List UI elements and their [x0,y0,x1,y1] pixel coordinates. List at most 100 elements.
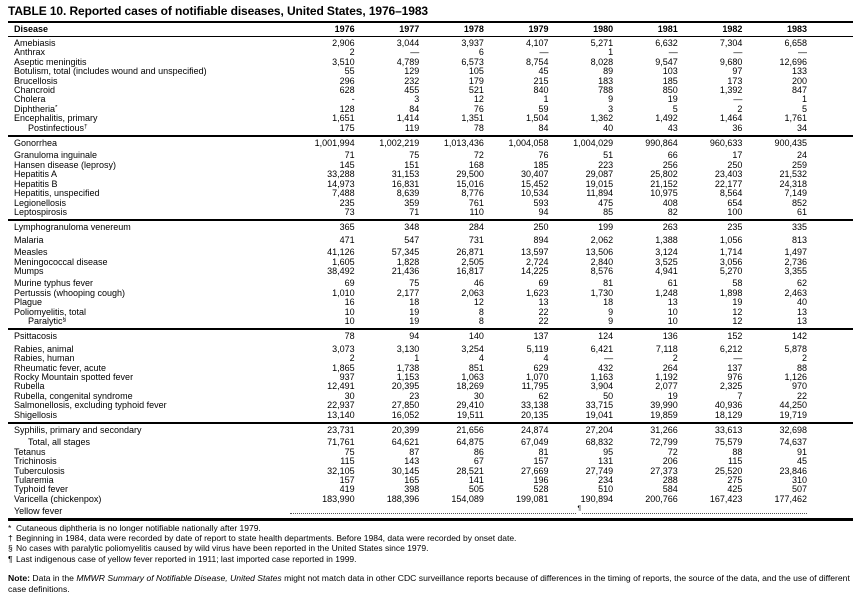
footnote: § No cases with paralytic poliomyelitis … [8,543,853,553]
case-count: 8,776 [461,188,484,199]
case-count: 2,177 [396,287,420,298]
table-row: Plague 16 18 12 13 18 13 19 40 [8,297,853,307]
case-count: 9,547 [655,56,678,67]
case-count: 10 [667,306,678,317]
case-count: 152 [727,331,743,342]
footnote-text: Beginning in 1984, data were recorded by… [16,533,517,544]
case-count: 788 [598,85,614,96]
case-count: 55 [344,66,355,77]
case-count: 528 [533,484,549,495]
disease-name: Shigellosis [14,410,58,420]
case-count: 140 [468,331,484,342]
case-count: 2 [737,103,743,114]
case-count: 71 [344,150,355,161]
case-count: 629 [533,362,549,373]
case-count: 505 [468,484,484,495]
case-count: 129 [404,66,420,77]
table-row: Hepatitis A 33,288 31,153 29,500 30,407 29,08… [8,169,853,180]
case-count: 115 [340,456,355,467]
case-count: 168 [468,159,484,170]
case-count: 288 [662,475,678,486]
case-count: 1,004,058 [508,138,549,149]
table-row: Encephalitis, primary 1,651 1,414 1,351 1,50… [8,113,853,124]
case-count: 200,766 [645,493,678,504]
footnote-mark: ¶ [8,553,13,564]
case-count: 250 [533,222,549,233]
disease-name: Postinfectious† [28,123,88,133]
table-row: Shigellosis 13,140 16,052 19,511 20,135 19,04… [8,409,853,420]
case-count: 12,491 [327,381,355,392]
case-count: 937 [339,372,355,382]
case-count: 24,318 [779,178,807,189]
footnote-marker: † [84,123,88,130]
case-count: 419 [339,484,355,495]
table-body: Amebiasis 2,906 3,044 3,937 4,107 5,271 6,632 7… [8,37,853,522]
case-count: 850 [662,85,678,96]
case-count: 43 [667,122,678,133]
case-count: 21,656 [456,425,484,436]
case-count: 1,865 [332,362,355,373]
table-row: Anthrax 2 — 6 — 1 — — — [8,47,853,57]
disease-name: Aseptic meningitis [14,57,87,67]
case-count: 2,840 [590,256,614,267]
note-text-italic: MMWR Summary of Notifiable Disease, Unit… [76,572,282,583]
note-label: Note: [8,572,30,583]
case-count: 199,081 [515,493,549,504]
disease-name: Poliomyelitis, total [14,307,87,317]
footnote-marker: * [55,104,58,111]
case-count: 6,658 [784,38,807,48]
case-count: 8,028 [590,56,614,67]
case-count: 4 [543,353,549,364]
case-count: 124 [598,331,614,342]
case-count: 22,937 [327,400,355,411]
case-count: 1,414 [396,113,420,124]
case-count: 91 [796,446,807,457]
case-count: 296 [339,75,355,86]
table-row: Tuberculosis 32,105 30,145 28,521 27,669 27,7… [8,465,853,476]
case-count: 51 [603,150,614,161]
case-count: 425 [727,484,743,495]
case-count: 1,002,219 [379,138,420,149]
table-row: Pertussis (whooping cough) 1,010 2,177 2,06… [8,287,853,298]
case-count: 12 [732,306,743,317]
case-count: 5,270 [719,265,743,276]
case-count: — [733,353,743,364]
table-row: Varicella (chickenpox) 183,990 188,396 154,… [8,493,853,504]
case-count: 24 [796,150,807,161]
case-count: 19,859 [650,409,678,420]
case-count: 12 [473,94,484,105]
case-count: 27,749 [585,465,614,476]
case-count: 16,831 [391,178,420,189]
case-count: 85 [603,206,614,217]
case-count: 19,511 [457,409,484,420]
case-count: 2,906 [332,38,355,48]
case-count: 970 [791,381,807,392]
case-count: 21,532 [779,169,807,180]
case-count: 13 [796,306,807,317]
case-count: 2,063 [461,287,484,298]
table-row: Poliomyelitis, total 10 19 8 22 9 10 12 13 [8,306,853,317]
case-count: 33,715 [585,400,614,411]
disease-name: Pertussis (whooping cough) [14,288,126,298]
table-group: Lymphogranuloma venereum 365 348 284 250 199 2… [8,221,853,331]
case-count: 100 [727,206,743,217]
footnote: * Cutaneous diphtheria is no longer noti… [8,523,853,533]
case-count: 190,894 [580,493,614,504]
case-count: 10 [344,315,355,326]
case-count: 22 [538,306,549,317]
case-count: 145 [339,159,355,170]
case-count: 33,138 [520,400,549,411]
case-count: 1,730 [590,287,614,298]
case-count: 84 [409,103,420,114]
case-count: 88 [732,446,743,457]
case-count: 3,525 [655,256,678,267]
case-count: 5,119 [526,343,549,354]
disease-name: Hepatitis A [14,170,58,180]
disease-name: Mumps [14,266,44,276]
case-count: 2 [801,353,807,364]
disease-name: Rheumatic fever, acute [14,363,107,373]
disease-name: Tetanus [14,447,46,457]
case-count: 68,832 [585,437,614,448]
disease-name: Diphtheria* [14,104,58,114]
case-count: 10 [344,306,355,317]
